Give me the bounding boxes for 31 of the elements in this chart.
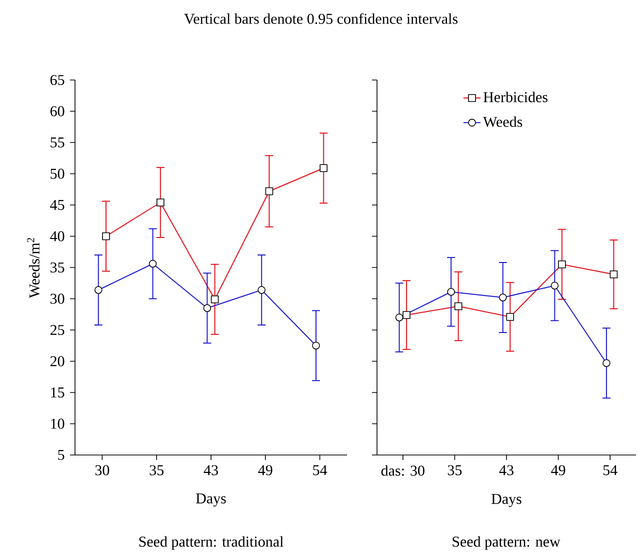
legend-label: Herbicides xyxy=(483,92,548,102)
x-tick-label: 43 xyxy=(204,465,218,476)
x-axis-title: Days xyxy=(492,494,522,508)
y-axis-title: Weeds/m$^{2}$ xyxy=(27,238,40,298)
y-tick-label: 60 xyxy=(50,106,64,116)
y-tick-label: 10 xyxy=(51,418,64,429)
x-tick-label: 30 xyxy=(95,465,110,476)
y-tick-label: 5 xyxy=(58,450,64,460)
x-tick-label: 43 xyxy=(499,465,514,476)
x-tick-label: 54 xyxy=(313,465,328,476)
y-tick-label: 15 xyxy=(51,387,64,398)
y-tick-label: 25 xyxy=(50,324,64,336)
y-tick-label: 20 xyxy=(50,356,64,366)
y-tick-label: 45 xyxy=(50,200,64,210)
legend-label: Weeds xyxy=(483,116,522,127)
x-tick-label: 54 xyxy=(603,465,618,476)
chart-title: Vertical bars denote 0.95 confidence intervals xyxy=(184,13,458,24)
y-tick-label: 50 xyxy=(50,168,64,179)
x-axis-title: Days xyxy=(196,494,226,507)
x-tick-label: das: 30 xyxy=(381,465,424,476)
y-tick-label: 30 xyxy=(50,294,64,304)
text: Seed pattern: traditional xyxy=(139,536,284,550)
y-tick-label: 35 xyxy=(50,262,64,273)
y-tick-label: 55 xyxy=(50,138,64,148)
y-tick-label: 40 xyxy=(50,231,64,242)
x-tick-label: 35 xyxy=(448,465,462,476)
x-tick-label: 35 xyxy=(150,465,164,476)
y-tick-label: 65 xyxy=(50,74,64,86)
x-tick-label: 49 xyxy=(551,465,566,476)
text: Seed pattern: new xyxy=(452,536,560,550)
x-tick-label: 49 xyxy=(258,465,272,476)
